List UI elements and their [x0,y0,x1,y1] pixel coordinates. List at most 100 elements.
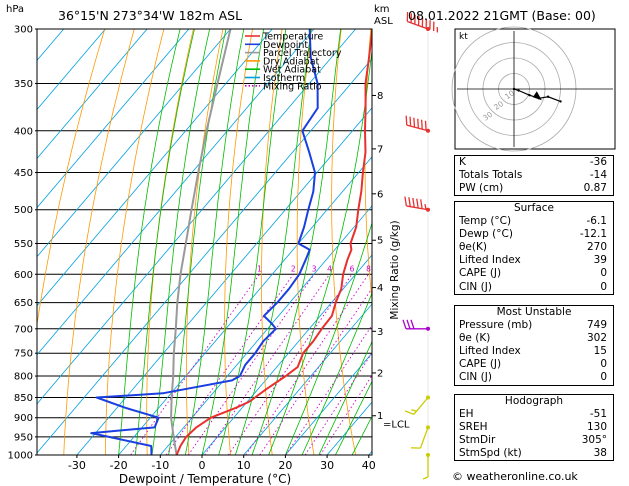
km-tick-label: 4 [377,283,383,294]
mixing-ratio-label: 4 [327,264,332,273]
wet-adiabat-line [301,292,372,455]
wind-barb-dot [426,395,430,400]
wind-barb-feather [420,199,423,209]
footer-credit: © weatheronline.co.uk [452,470,578,483]
mixing-ratio-line [285,324,372,455]
wet-adiabat-line [268,47,372,455]
index-row: PW (cm) 0.87 [455,182,613,195]
temperature-tick-label: 40 [362,459,376,472]
pressure-tick-label: 300 [14,25,33,36]
wet-adiabat-line [235,29,312,455]
wind-barb-dot [426,128,430,133]
isotherm-line [37,29,190,209]
wind-barb-half-feather [422,476,429,480]
wind-barb-feather [413,117,416,128]
temperature-tick-label: -20 [110,459,128,472]
surface-row: CAPE (J) 0 [455,267,613,280]
pressure-tick-label: 500 [14,205,33,216]
km-tick-label: 8 [377,91,383,102]
wet-adiabat-line [118,29,181,455]
mixing-ratio-line [304,352,372,455]
hodograph-stat-row: EH -51 [455,408,613,421]
storm-motion-arrow [532,91,542,101]
km-tick-label: 2 [377,368,383,379]
mixing-ratio-axis-title: Mixing Ratio (g/kg) [389,220,401,319]
wind-barb [404,196,430,212]
temperature-tick-label: 20 [278,459,292,472]
wet-adiabat-line [318,340,372,455]
pressure-tick-label: 600 [14,270,33,281]
temperature-line [175,29,372,455]
wind-barb-dot [426,425,430,430]
hodograph-stat-value: 130 [586,421,607,434]
hodograph-stat-row: StmSpd (kt) 38 [455,447,613,460]
asl-axis-label: ASL [374,16,393,27]
isotherm-line [37,29,148,160]
wind-barb-half-feather [411,408,417,412]
km-tick-label: 7 [377,144,383,155]
mixing-ratio-line [259,287,372,455]
dry-adiabat-line [63,29,135,455]
km-tick-label: 6 [377,189,383,200]
surface-row: Temp (°C) -6.1 [455,215,613,228]
isotherm-line [201,254,372,455]
temperature-tick-label: 0 [199,459,206,472]
surface-value: 0 [600,267,607,280]
index-label: PW (cm) [459,182,504,195]
dry-adiabat-line [105,29,165,455]
wet-adiabat-line [201,29,264,455]
hodograph-stat-value: -51 [589,408,607,421]
hodograph-stat-value: 305° [581,434,607,447]
surface-row: Dewp (°C) -12.1 [455,228,613,241]
most-unstable-row: CIN (J) 0 [455,371,613,384]
index-row: Totals Totals -14 [455,169,613,182]
isotherm-line [37,29,106,111]
most-unstable-value: 0 [600,371,607,384]
hodograph-stat-row: StmDir 305° [455,434,613,447]
surface-label: Lifted Index [459,254,521,267]
wind-barb-feather [412,197,415,208]
index-label: Totals Totals [459,169,523,182]
dry-adiabat-line [146,29,194,455]
surface-value: 39 [593,254,607,267]
legend-label: Parcel Trajectory [263,48,342,59]
isotherm-line [285,352,372,455]
surface-panel: Surface Temp (°C) -6.1 Dewp (°C) -12.1 θe(K) 2… [454,201,614,295]
hodograph-point [517,89,520,92]
mixing-ratio-label: 15 [401,264,411,273]
legend-label: Dry Adiabat [263,56,320,67]
wind-barb-dot [426,207,430,212]
mixing-ratio-line [319,374,372,455]
dry-adiabat-line [331,29,357,455]
most-unstable-value: 749 [586,319,607,332]
legend-label: Dewpoint [263,40,308,51]
surface-label: θe(K) [459,241,487,254]
mixing-ratio-line [130,274,260,455]
parcel-trajectory-line [170,29,232,455]
surface-value: -12.1 [579,228,607,241]
surface-title: Surface [513,202,554,214]
hodograph-unit: kt [459,32,468,42]
hpa-axis-label: hPa [6,4,25,15]
hodograph-point [559,100,562,103]
isotherm-line [76,107,372,455]
legend-label: Isotherm [263,73,305,84]
surface-label: Temp (°C) [459,215,512,228]
hodograph-stat-label: StmSpd (kt) [459,447,522,460]
most-unstable-row: Lifted Index 15 [455,345,613,358]
pressure-tick-label: 900 [14,413,33,424]
pressure-tick-label: 1000 [8,451,33,462]
mixing-ratio-label: 2 [291,264,296,273]
wind-barb-feather [416,198,419,209]
wind-barb [410,425,430,449]
pressure-tick-label: 450 [14,168,33,179]
hodograph-stat-label: StmDir [459,434,496,447]
most-unstable-row: θe (K) 302 [455,332,613,345]
wet-adiabat-line [151,29,210,455]
station-title: 36°15'N 273°34'W 182m ASL [58,8,243,23]
hodograph-stat-value: 38 [593,447,607,460]
index-value: 0.87 [583,182,607,195]
most-unstable-value: 0 [600,358,607,371]
